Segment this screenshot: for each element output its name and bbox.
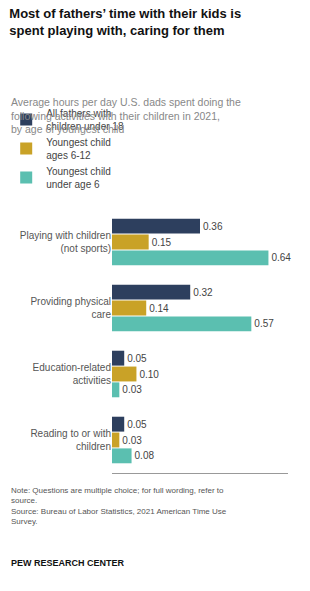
svg-text:Education-relatedactivities: Education-relatedactivities <box>33 362 111 386</box>
svg-text:Playing with children(not spor: Playing with children(not sports) <box>20 230 111 254</box>
svg-text:Reading to or withchildren: Reading to or withchildren <box>30 428 111 452</box>
svg-text:Providing physicalcare: Providing physicalcare <box>30 296 111 320</box>
svg-text:Most of fathers’ time with the: Most of fathers’ time with their kids is… <box>9 6 241 38</box>
svg-text:0.57: 0.57 <box>254 318 274 329</box>
svg-text:0.32: 0.32 <box>193 287 213 298</box>
svg-text:0.64: 0.64 <box>271 252 291 263</box>
svg-text:0.15: 0.15 <box>152 237 172 248</box>
svg-text:Average hours per day U.S. dad: Average hours per day U.S. dads spent do… <box>11 96 241 135</box>
svg-text:0.03: 0.03 <box>122 384 142 395</box>
svg-text:0.03: 0.03 <box>122 435 142 446</box>
svg-text:PEW RESEARCH CENTER: PEW RESEARCH CENTER <box>11 558 125 568</box>
svg-text:Note: Questions are multiple c: Note: Questions are multiple choice; for… <box>11 486 227 526</box>
svg-text:0.05: 0.05 <box>127 353 147 364</box>
svg-text:Youngest childunder age 6: Youngest childunder age 6 <box>46 166 111 190</box>
svg-text:0.05: 0.05 <box>127 419 147 430</box>
svg-text:Youngest childages 6-12: Youngest childages 6-12 <box>46 137 111 161</box>
svg-text:0.10: 0.10 <box>139 369 159 380</box>
svg-text:All fathers withchildren under: All fathers withchildren under 18 <box>46 108 124 132</box>
svg-text:0.36: 0.36 <box>203 221 223 232</box>
svg-text:0.14: 0.14 <box>149 303 169 314</box>
svg-text:0.08: 0.08 <box>135 450 155 461</box>
